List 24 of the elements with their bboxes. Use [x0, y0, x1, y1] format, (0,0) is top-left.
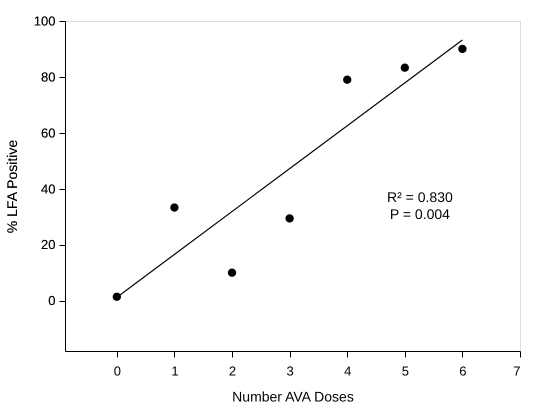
y-tick-label: 0: [48, 293, 56, 308]
point: [400, 64, 409, 72]
y-tick-label: 20: [41, 237, 56, 252]
y-tick-label: 60: [41, 125, 56, 140]
annotation: R² = 0.830: [387, 188, 453, 205]
point: [285, 214, 294, 223]
x-tick-label: 3: [286, 364, 294, 378]
x-tick-label: 1: [171, 364, 179, 378]
y-axis-title: % LFA Positive: [4, 140, 20, 234]
annotation: P = 0.004: [390, 206, 450, 222]
y-tick-label: 80: [41, 69, 56, 84]
x-tick-label: 2: [228, 364, 236, 378]
x-tick-label: 7: [513, 364, 520, 378]
y-tick-label: 40: [41, 181, 56, 196]
x-tick-label: 4: [344, 364, 352, 378]
point: [170, 203, 179, 212]
x-tick-label: 0: [114, 364, 121, 378]
y-tick-label: 100: [34, 14, 56, 28]
point: [458, 44, 467, 54]
point: [343, 76, 352, 84]
x-tick-label: 6: [459, 364, 467, 378]
x-axis-title: Number AVA Doses: [232, 388, 354, 404]
x-tick-label: 5: [402, 364, 409, 378]
point: [228, 268, 236, 277]
